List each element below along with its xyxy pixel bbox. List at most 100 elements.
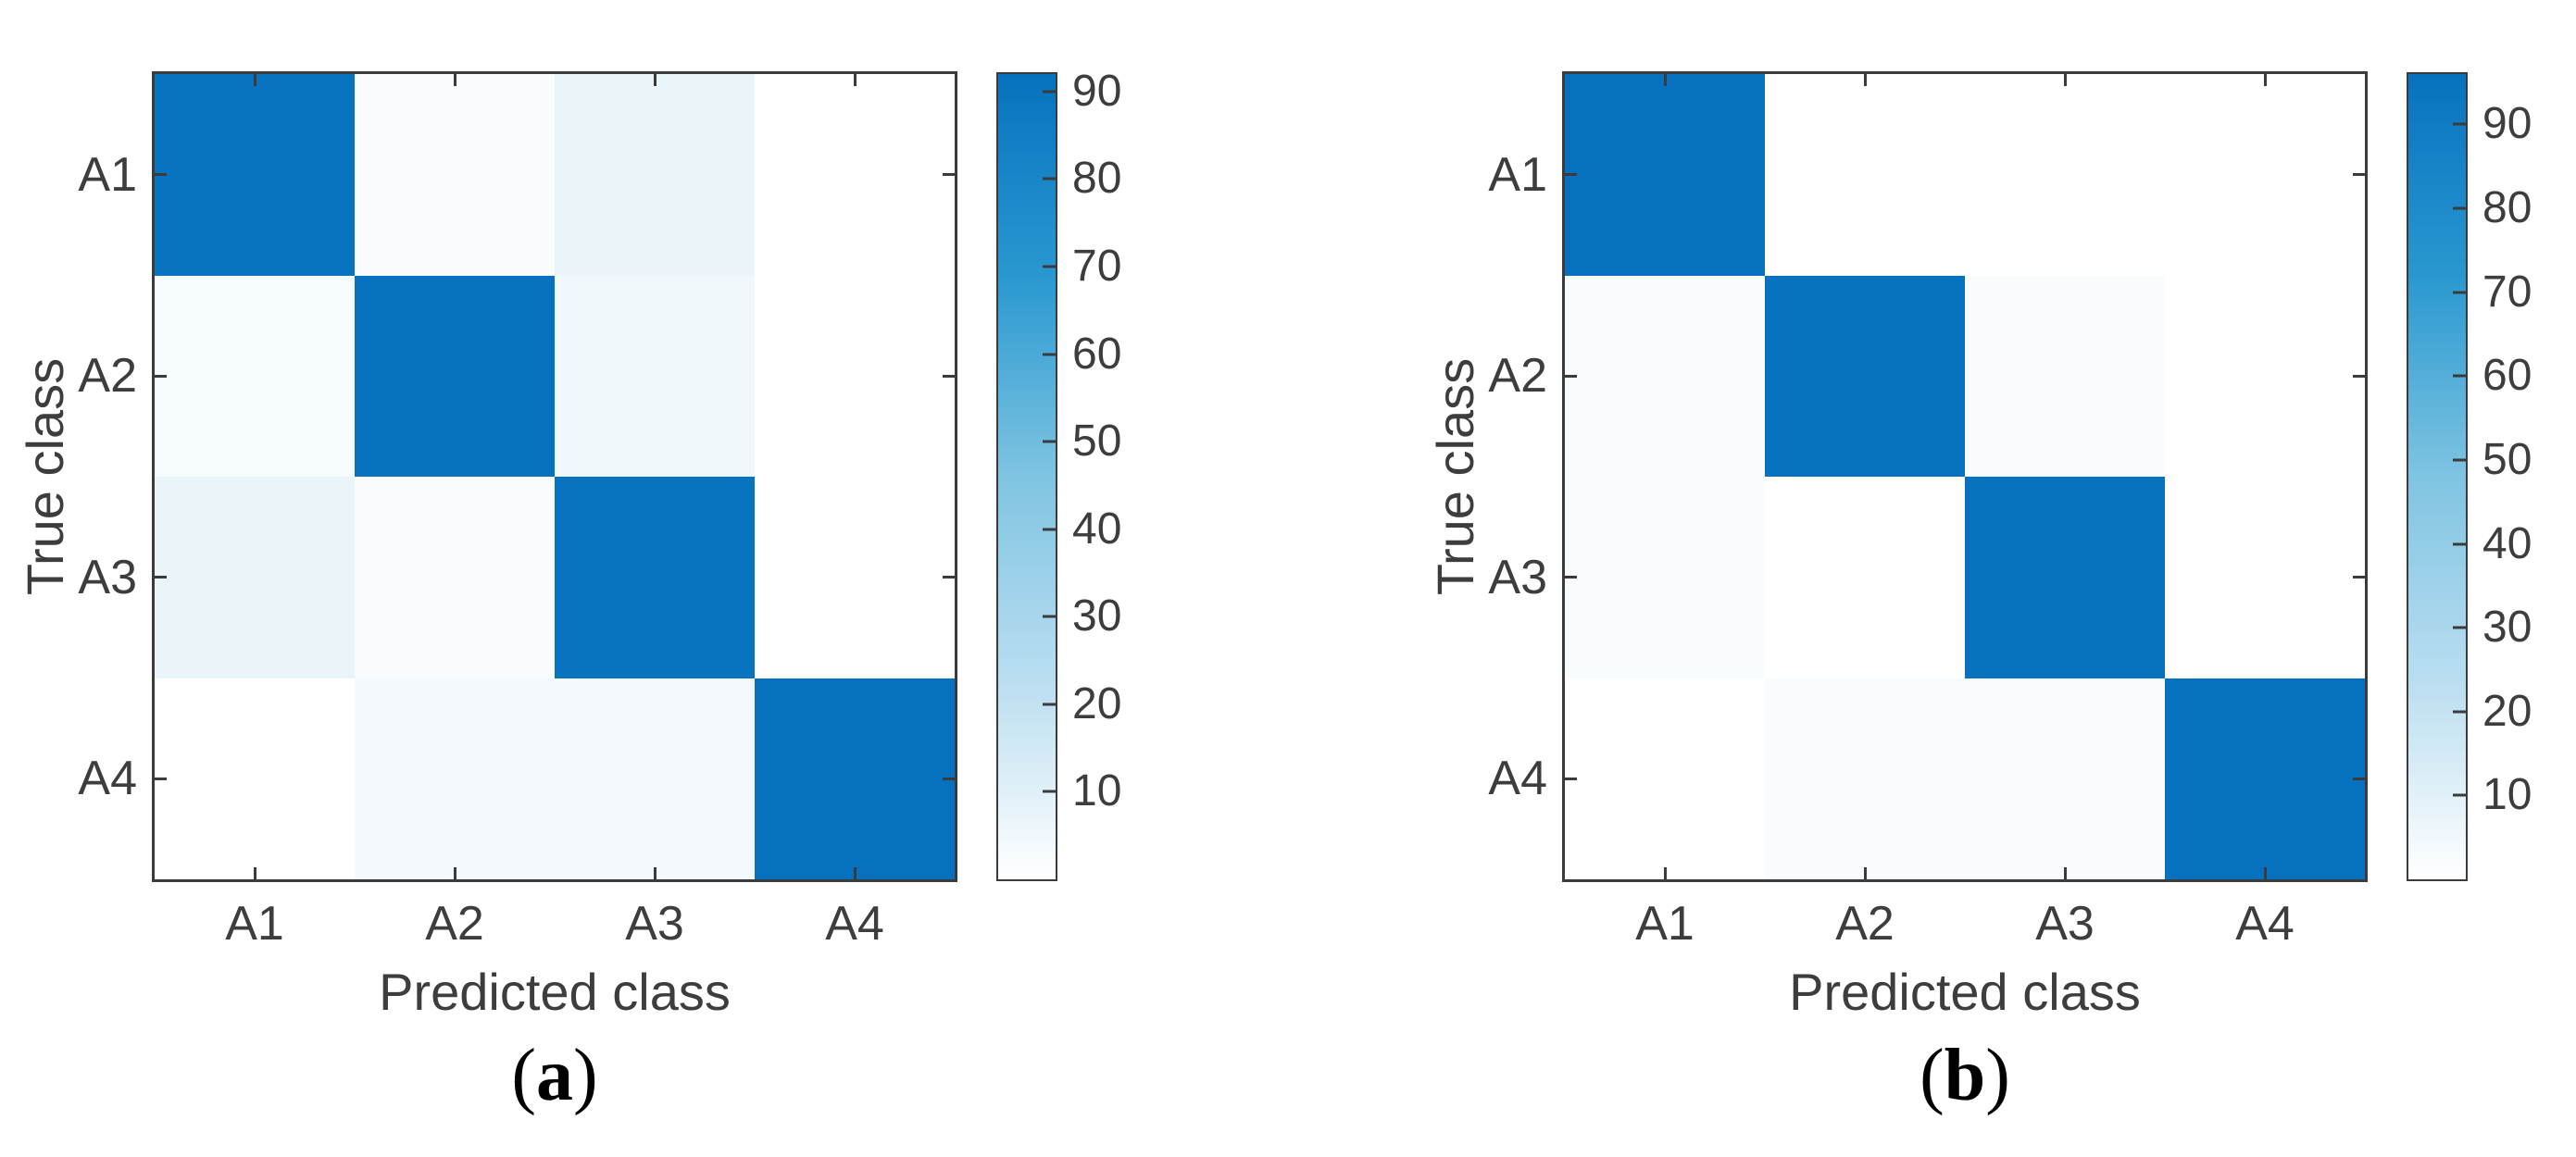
axis-tick (1565, 777, 1577, 780)
colorbar-tick (2453, 206, 2466, 210)
axis-tick (2353, 374, 2365, 378)
matrix-cell (1765, 477, 1965, 678)
colorbar-tick-label: 90 (2482, 99, 2532, 149)
matrix-cell (1765, 275, 1965, 477)
colorbar-tick-label: 20 (2482, 686, 2532, 736)
matrix-cell (755, 74, 955, 276)
colorbar-tick-label: 50 (1072, 417, 1122, 467)
colorbar-tick-label: 50 (2482, 434, 2532, 484)
colorbar-tick-label: 30 (2482, 603, 2532, 653)
axis-tick (653, 867, 657, 879)
axis-tick (253, 74, 256, 86)
colorbar-tick (2453, 542, 2466, 545)
y-tick-label: A2 (1488, 349, 1547, 404)
matrix-cell (355, 678, 555, 879)
matrix-cell (1765, 74, 1965, 276)
matrix-cells (1565, 74, 2365, 879)
colorbar-tick-label: 10 (1072, 766, 1122, 816)
y-tick-label: A4 (78, 752, 137, 806)
matrix-cell (755, 477, 955, 678)
x-axis-tick-labels: A1 A2 A3 A4 (1565, 900, 2365, 955)
colorbar-tick-label: 30 (1072, 591, 1122, 641)
colorbar-tick-label: 20 (1072, 678, 1122, 728)
axis-tick (653, 74, 657, 86)
matrix-cell (555, 477, 755, 678)
caption-paren: ) (573, 1035, 598, 1116)
subfigure-caption: (a) (155, 1039, 955, 1113)
colorbar-tick (1043, 90, 1056, 93)
matrix-cell (1965, 275, 2165, 477)
y-tick-label: A1 (1488, 147, 1547, 202)
x-axis-tick-labels: A1 A2 A3 A4 (155, 900, 955, 955)
colorbar-gradient (2408, 74, 2466, 879)
matrix-cell (2165, 275, 2365, 477)
axis-tick (943, 576, 955, 579)
colorbar-tick-label: 70 (1072, 242, 1122, 292)
colorbar-tick (2453, 458, 2466, 462)
colorbar-tick-label: 80 (1072, 154, 1122, 204)
x-tick-label: A3 (2035, 897, 2095, 951)
axis-tick (453, 74, 456, 86)
caption-letter: b (1944, 1035, 1986, 1116)
axis-tick (943, 173, 955, 177)
x-tick-label: A4 (2235, 897, 2295, 951)
x-axis-label: Predicted class (1789, 963, 2141, 1021)
matrix-cell (1565, 477, 1765, 678)
caption-paren: ) (1985, 1035, 2010, 1116)
matrix-cell (1565, 678, 1765, 879)
y-axis-tick-labels: A1 A2 A3 A4 (17, 74, 137, 879)
matrix-cell (155, 74, 355, 276)
axis-tick (1863, 867, 1867, 879)
colorbar-tick (1043, 440, 1056, 443)
colorbar-tick (2453, 710, 2466, 714)
y-tick-label: A1 (78, 147, 137, 202)
matrix-cell (1565, 275, 1765, 477)
x-tick-label: A2 (425, 897, 484, 951)
matrix-cell (1565, 74, 1765, 276)
axis-tick (1565, 173, 1577, 177)
axis-tick (2063, 867, 2067, 879)
matrix-cell (2165, 74, 2365, 276)
colorbar-tick-label: 80 (2482, 183, 2532, 232)
axis-tick (155, 576, 167, 579)
colorbar-tick (1043, 528, 1056, 531)
matrix-cell (555, 74, 755, 276)
x-tick-label: A1 (1635, 897, 1694, 951)
matrix-cell (555, 275, 755, 477)
colorbar-tick-label: 40 (2482, 518, 2532, 568)
colorbar-tick-label: 60 (2482, 351, 2532, 401)
colorbar-tick (2453, 374, 2466, 378)
axis-tick (2353, 576, 2365, 579)
colorbar-tick (1043, 353, 1056, 356)
y-tick-label: A4 (1488, 752, 1547, 806)
axis-tick (1663, 867, 1667, 879)
axis-tick (2063, 74, 2067, 86)
matrix-cell (355, 477, 555, 678)
matrix-cell (1765, 678, 1965, 879)
y-tick-label: A2 (78, 349, 137, 404)
subfigure-caption: (b) (1565, 1039, 2365, 1113)
axis-tick (853, 867, 857, 879)
y-axis-tick-labels: A1 A2 A3 A4 (1427, 74, 1547, 879)
x-tick-label: A2 (1835, 897, 1894, 951)
matrix-cell (355, 74, 555, 276)
colorbar (996, 72, 1057, 881)
colorbar (2407, 72, 2468, 881)
matrix-cell (555, 678, 755, 879)
axis-tick (155, 374, 167, 378)
colorbar-tick (2453, 793, 2466, 797)
colorbar-gradient (998, 74, 1056, 879)
axis-tick (943, 374, 955, 378)
matrix-cell (155, 678, 355, 879)
matrix-cell (755, 678, 955, 879)
colorbar-tick (1043, 265, 1056, 268)
matrix-cell (1965, 477, 2165, 678)
heatmap-plot (1562, 71, 2368, 882)
colorbar-tick-labels: 10 20 30 40 50 60 70 80 90 (2482, 74, 2576, 879)
matrix-cell (2165, 678, 2365, 879)
matrix-cell (155, 477, 355, 678)
colorbar-tick-label: 40 (1072, 504, 1122, 554)
